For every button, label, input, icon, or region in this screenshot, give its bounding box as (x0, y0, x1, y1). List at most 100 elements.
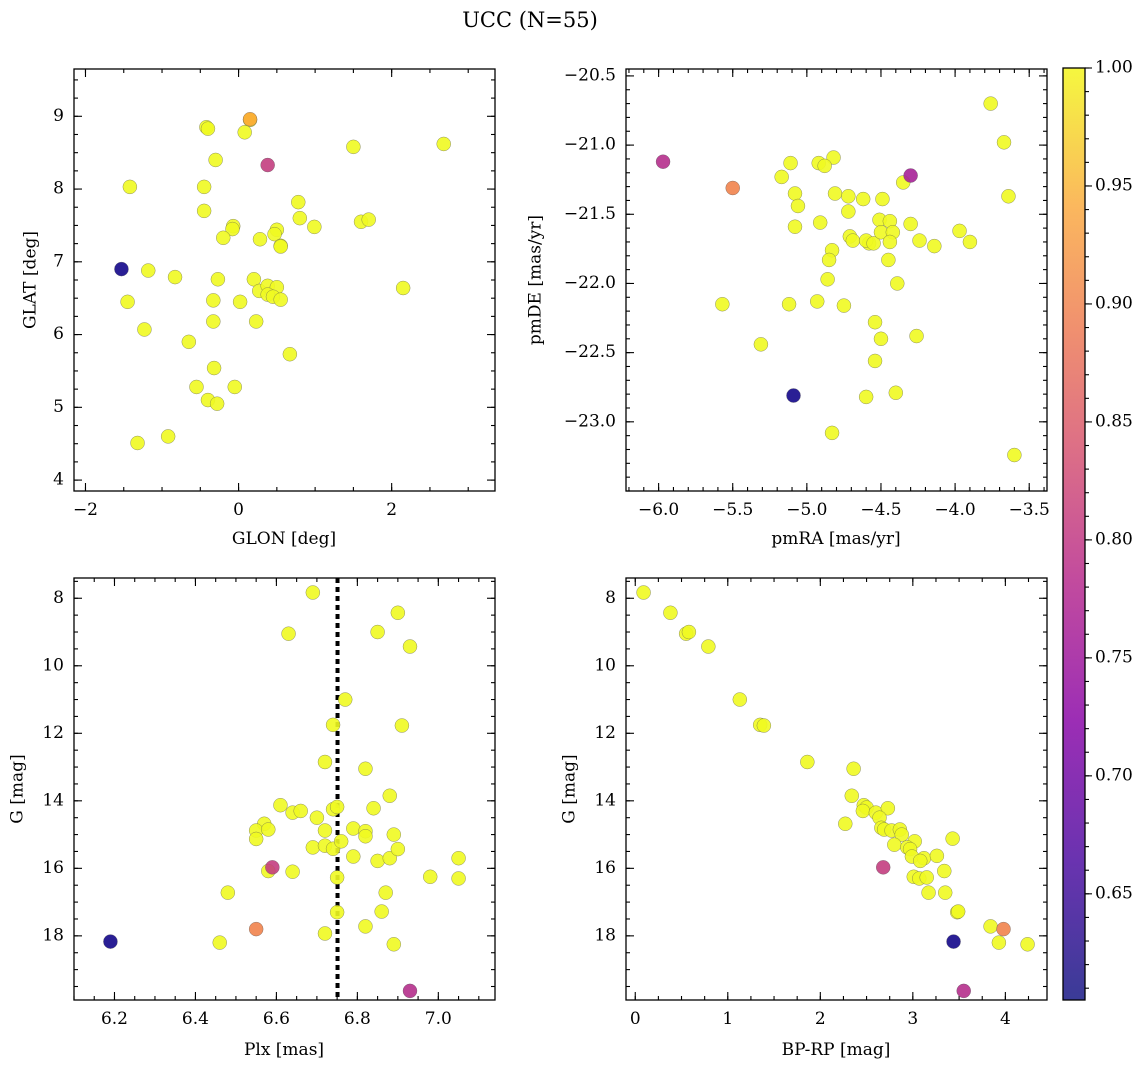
x-tick-label: 0 (630, 1009, 641, 1029)
colorbar-ticks: 0.65 0.70 0.75 0.80 0.85 0.90 0.95 1.00 (1085, 58, 1133, 989)
data-point (991, 935, 1007, 950)
data-point (386, 827, 401, 842)
colorbar-tick-label: 0.75 (1095, 647, 1133, 667)
data-point (701, 639, 716, 654)
data-point (962, 234, 978, 250)
y-tick-label: 16 (42, 858, 64, 878)
data-point (423, 869, 438, 884)
y-tick-label: −21.5 (564, 204, 616, 224)
axes-frame (73, 577, 496, 1001)
data-point (909, 328, 924, 344)
data-point (912, 233, 927, 248)
data-point (242, 112, 258, 127)
x-axis-label: GLON [deg] (232, 529, 336, 549)
data-point (220, 885, 236, 900)
y-tick-label: 4 (53, 470, 64, 490)
data-point (790, 198, 806, 214)
panel-plx-g: 6.2 6.4 6.6 6.8 7.0 8 10 12 14 16 18 Plx [mas] G [… (8, 577, 496, 1060)
colorbar-tick-label: 0.80 (1095, 529, 1133, 549)
data-point (395, 280, 411, 296)
data-point (888, 385, 903, 400)
data-point (756, 718, 772, 733)
data-point (1001, 189, 1016, 204)
data-point (882, 234, 898, 250)
y-tick-label: 12 (42, 723, 64, 743)
data-point (841, 189, 856, 204)
data-point (309, 810, 325, 825)
data-point (402, 983, 418, 999)
x-tick-label: −3.5 (1009, 500, 1050, 520)
data-point (937, 863, 952, 879)
y-tick-label: 14 (42, 790, 64, 810)
x-axis-label: BP-RP [mag] (782, 1040, 891, 1060)
data-point (206, 360, 222, 376)
data-point (232, 294, 248, 310)
x-tick-label: 6.2 (101, 1009, 128, 1029)
panel-pmra-pmde: −6.0 −5.5 −5.0 −4.5 −4.0 −3.5 −23.0 −22.5 −22.0 −… (526, 65, 1050, 549)
y-tick-label: 16 (594, 858, 616, 878)
data-point (820, 272, 835, 287)
data-point (890, 276, 905, 291)
data-point (945, 831, 960, 846)
data-point (122, 179, 138, 195)
x-tick-label: −5.0 (786, 500, 827, 520)
y-tick-label: 10 (42, 655, 64, 675)
data-point (950, 904, 966, 919)
colorbar-tick-label: 0.70 (1095, 765, 1133, 785)
data-point (881, 252, 896, 268)
data-point (913, 853, 928, 869)
data-point (261, 822, 276, 837)
y-tick-label: 12 (594, 723, 616, 743)
y-tick-label: 10 (594, 655, 616, 675)
data-point (120, 294, 135, 310)
data-point (817, 158, 832, 174)
data-point (103, 934, 118, 949)
data-point (1020, 937, 1035, 952)
data-point (867, 353, 883, 369)
x-tick-label: 4 (1000, 1009, 1011, 1029)
y-tick-label: 6 (53, 324, 64, 344)
data-point (858, 389, 874, 405)
data-point (786, 388, 801, 403)
y-axis-label: pmDE [mas/yr] (526, 215, 546, 345)
x-tick-label: −4.5 (860, 500, 901, 520)
data-point (844, 788, 859, 803)
data-point (956, 983, 971, 999)
data-point (800, 754, 815, 770)
data-point (260, 157, 275, 173)
data-point (946, 934, 961, 949)
x-axis-label: Plx [mas] (244, 1040, 324, 1060)
figure-title: UCC (N=55) (462, 8, 598, 32)
data-point (903, 168, 918, 183)
data-point (436, 136, 451, 152)
data-point (846, 761, 861, 776)
data-point (663, 605, 678, 620)
data-point (921, 885, 936, 900)
y-tick-label: 8 (53, 179, 64, 199)
data-point (903, 216, 918, 232)
data-point (855, 803, 871, 819)
x-tick-label: −2 (73, 500, 98, 520)
data-point (141, 263, 156, 278)
data-point (208, 152, 223, 168)
data-point (873, 331, 889, 347)
x-tick-label: −5.5 (712, 500, 753, 520)
data-point (227, 379, 242, 395)
x-tick-label: −6.0 (638, 500, 679, 520)
data-point (402, 639, 418, 654)
data-point (282, 347, 298, 362)
data-point (810, 294, 825, 309)
data-point (346, 821, 361, 836)
y-tick-label: 14 (594, 790, 616, 810)
data-point (281, 626, 296, 641)
x-axis-label: pmRA [mas/yr] (771, 529, 900, 549)
data-point (876, 860, 891, 875)
data-point (394, 718, 410, 733)
data-point (248, 921, 264, 937)
y-tick-label: −22.0 (564, 273, 616, 293)
y-tick-label: −20.5 (564, 65, 616, 85)
data-point (370, 853, 385, 869)
data-point (390, 841, 406, 857)
data-point (838, 816, 853, 831)
